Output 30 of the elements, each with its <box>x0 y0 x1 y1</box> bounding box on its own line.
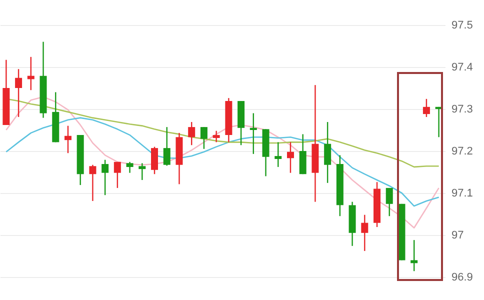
candlestick <box>15 68 22 118</box>
candlestick <box>250 112 257 155</box>
y-tick-label: 97.5 <box>452 20 473 32</box>
candlestick <box>410 239 418 272</box>
y-tick-label: 97.1 <box>452 188 473 200</box>
y-tick-label: 96.9 <box>452 272 473 284</box>
line-series <box>6 96 440 229</box>
candlestick <box>422 98 430 118</box>
candlestick <box>212 130 220 143</box>
candlestick <box>151 146 158 175</box>
y-tick-label: 97.3 <box>452 104 473 116</box>
candlestick <box>286 142 294 174</box>
candlestick <box>102 159 109 196</box>
y-tick-label: 97.4 <box>452 62 473 74</box>
candlestick <box>89 164 96 202</box>
candlestick <box>361 214 368 252</box>
candlestick <box>386 187 393 217</box>
candlestick <box>114 161 121 189</box>
candlestick <box>163 126 170 166</box>
candlestick <box>64 125 72 154</box>
candlestick <box>299 134 306 175</box>
y-tick-label: 97 <box>452 230 464 242</box>
candlestick <box>274 142 282 168</box>
candlestick <box>200 126 208 150</box>
candlestick <box>126 161 134 174</box>
candlestick <box>324 121 332 184</box>
line-series <box>6 117 440 207</box>
candlestick <box>188 121 196 146</box>
y-tick-label: 97.2 <box>452 146 473 158</box>
candlestick <box>138 162 146 181</box>
